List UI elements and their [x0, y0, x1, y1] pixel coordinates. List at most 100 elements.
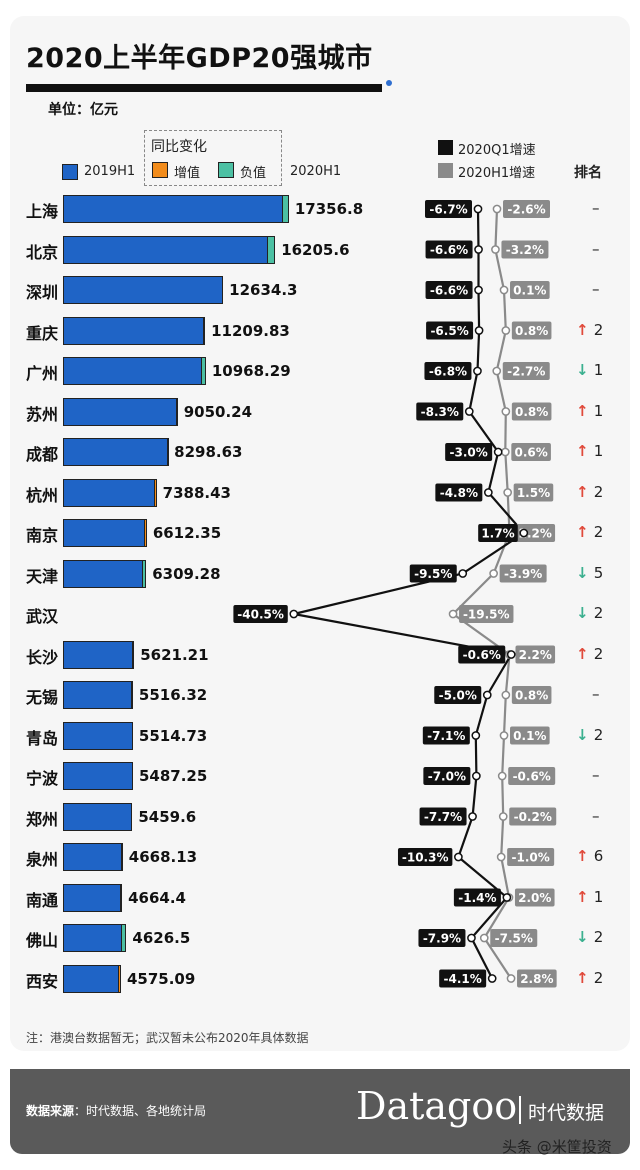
h1-growth-label-text: 0.1%: [513, 284, 546, 298]
rank-value: 1: [593, 401, 604, 420]
city-label: 南通: [26, 890, 59, 910]
rank-value: –: [592, 766, 600, 784]
q1-growth-label-box: [434, 686, 482, 704]
q1-growth-label: -7.0%: [423, 767, 471, 785]
rank-value: 2: [593, 644, 604, 663]
q1-growth-label-box: [409, 564, 457, 583]
rank-change: –: [592, 199, 600, 217]
bar-2019h1: [63, 681, 133, 709]
q1-growth-label-box: [445, 443, 493, 461]
h1-growth-label: 1.5%: [513, 483, 554, 502]
q1-growth-point: [458, 569, 468, 578]
h1-growth-label: 2.0%: [514, 888, 555, 907]
h1-growth-label-box: [514, 888, 555, 907]
rank-value: 1: [593, 887, 604, 906]
h1-growth-label-box: [510, 281, 550, 299]
q1-growth-label-text: -8.3%: [421, 405, 459, 419]
h1-growth-label: 2.2%: [515, 645, 556, 664]
h1-growth-label: -19.5%: [459, 605, 514, 623]
h1-growth-label: 0.6%: [511, 443, 551, 461]
city-label: 北京: [26, 242, 59, 262]
bar-increase: [154, 478, 157, 507]
h1-growth-point: [448, 609, 458, 619]
h1-growth-label-box: [511, 321, 552, 340]
h1-growth-label: -2.7%: [502, 362, 550, 380]
q1-growth-label-text: -7.7%: [424, 810, 462, 824]
h1-growth-point: [479, 933, 489, 943]
bar-2019h1: [63, 438, 168, 466]
q1-growth-point: [468, 812, 477, 821]
platform-watermark: 头条 @米筐投资: [502, 1138, 612, 1156]
q1-growth-point: [454, 852, 463, 862]
rank-change: –: [592, 685, 600, 703]
h1-growth-label-box: [503, 200, 550, 218]
rank-value: –: [592, 280, 600, 298]
rank-change: ↑ 1: [576, 442, 603, 460]
h1-growth-label: -3.9%: [499, 564, 547, 583]
legend-label-2019h1: 2019H1: [84, 164, 136, 179]
h1-growth-label: 2.2%: [515, 524, 556, 542]
q1-growth-label-box: [439, 969, 487, 988]
q1-growth-label-text: -10.3%: [402, 851, 449, 865]
q1-growth-point: [289, 609, 299, 619]
city-label: 深圳: [26, 283, 59, 302]
bar-increase: [166, 438, 169, 466]
q1-growth-label-box: [418, 929, 466, 947]
value-label: 5516.32: [138, 686, 208, 704]
rank-value: –: [592, 685, 600, 703]
source-line: 数据来源：时代数据、各地统计局: [26, 1102, 206, 1119]
h1-growth-label-box: [509, 807, 557, 826]
rank-value: 6: [593, 847, 604, 865]
q1-growth-label: -4.8%: [435, 483, 483, 502]
h1-growth-point: [491, 245, 500, 254]
city-label: 广州: [26, 364, 59, 383]
q1-growth-label-text: -7.9%: [423, 932, 461, 946]
brand-separator: [519, 1096, 521, 1124]
rank-change: –: [592, 280, 600, 298]
q1-growth-label-box: [425, 200, 472, 218]
h1-growth-point: [496, 852, 506, 862]
h1-growth-label-box: [459, 605, 514, 623]
h1-growth-point: [499, 731, 509, 740]
h1-growth-label-text: -7.5%: [495, 932, 533, 946]
rank-value: –: [592, 239, 600, 258]
value-label: 5487.25: [138, 767, 208, 785]
bar-2019h1: [63, 235, 269, 264]
rank-value: 2: [593, 523, 604, 541]
arrow-down-icon: ↓: [576, 928, 594, 946]
rank-value: 1: [593, 361, 604, 379]
q1-growth-label: -7.9%: [418, 929, 466, 947]
h1-growth-point: [489, 569, 498, 578]
q1-growth-label: -10.3%: [397, 848, 453, 866]
rank-value: 2: [593, 482, 604, 501]
footnote: 注：港澳台数据暂无；武汉暂未公布2020年具体数据: [26, 1031, 309, 1045]
h1-growth-label-text: 2.2%: [519, 648, 552, 662]
q1-growth-label-box: [478, 524, 518, 542]
h1-growth-point: [503, 488, 513, 497]
yoy-legend-title: 同比变化: [151, 139, 207, 155]
q1-growth-label-text: -4.8%: [440, 486, 478, 500]
h1-growth-label: -7.5%: [490, 929, 538, 947]
q1-growth-point: [471, 731, 481, 740]
value-label: 17356.8: [294, 200, 364, 218]
bar-2019h1: [63, 519, 145, 547]
title-accent-dot: [386, 80, 392, 86]
unit-label: 单位：亿元: [48, 102, 118, 118]
q1-growth-point: [474, 326, 484, 335]
q1-growth-label-text: -9.5%: [414, 567, 452, 581]
q1-growth-label: -6.6%: [425, 240, 473, 259]
q1-growth-label: -7.7%: [419, 807, 467, 826]
h1-growth-point: [506, 974, 516, 983]
bar-2019h1: [63, 559, 143, 588]
legend-label-q1: 2020Q1增速: [458, 143, 536, 158]
q1-growth-point: [487, 974, 497, 983]
q1-growth-point: [473, 204, 483, 214]
h1-growth-label: 0.8%: [511, 402, 552, 421]
h1-growth-label-text: 0.1%: [513, 729, 546, 743]
h1-growth-label-text: 2.2%: [519, 527, 552, 541]
h1-growth-label-box: [515, 524, 556, 542]
h1-growth-label-box: [508, 767, 556, 785]
q1-growth-label: -1.4%: [453, 888, 501, 907]
q1-growth-label-box: [425, 281, 473, 299]
city-label: 南京: [26, 526, 59, 545]
